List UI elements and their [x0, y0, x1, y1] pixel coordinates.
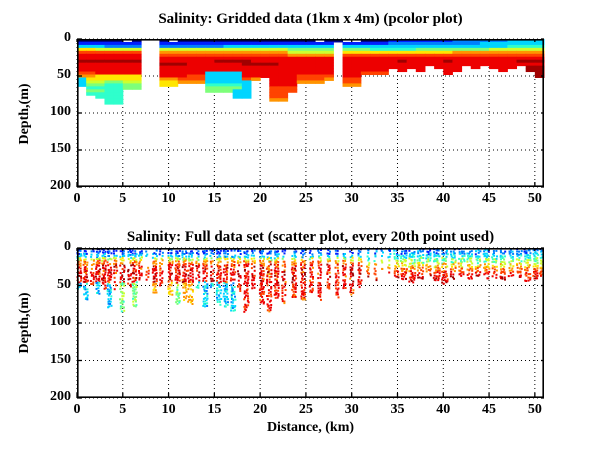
y-tick-label: 150	[50, 351, 71, 367]
x-axis-label: Distance, (km)	[266, 420, 355, 435]
scatter-y-axis-label: Depth,(m)	[17, 292, 32, 354]
y-tick-label: 50	[57, 67, 71, 82]
x-tick-label: 25	[298, 191, 313, 206]
pcolor-y-axis-label: Depth,(m)	[17, 83, 32, 145]
pcolor-plot	[76, 38, 545, 188]
x-tick-label: 5	[119, 191, 127, 206]
x-tick-label: 35	[390, 191, 405, 206]
x-tick-label: 40	[436, 402, 451, 417]
x-tick-label: 35	[390, 402, 405, 417]
scatter-plot	[76, 247, 544, 399]
y-tick-label: 0	[64, 239, 71, 254]
scatter-points	[76, 248, 544, 313]
x-tick-label: 45	[482, 402, 497, 417]
x-tick-label: 20	[253, 402, 268, 417]
axis-box	[77, 248, 544, 398]
y-tick-label: 200	[50, 389, 71, 404]
y-tick-label: 50	[57, 276, 71, 292]
pcolor-plot-title: Salinity: Gridded data (1km x 4m) (pcolo…	[158, 11, 463, 27]
y-tick-label: 100	[50, 104, 71, 119]
x-tick-label: 10	[161, 402, 176, 417]
x-tick-label: 20	[253, 191, 268, 206]
y-tick-label: 150	[50, 141, 71, 156]
x-tick-label: 30	[344, 402, 359, 417]
y-tick-label: 0	[64, 30, 71, 45]
y-tick-label: 200	[50, 178, 71, 193]
x-tick-label: 30	[344, 191, 359, 206]
x-tick-label: 40	[436, 191, 451, 206]
x-tick-label: 10	[161, 191, 176, 206]
x-tick-label: 0	[73, 402, 81, 417]
x-tick-label: 15	[207, 191, 222, 206]
x-tick-label: 0	[73, 191, 81, 206]
axis-box	[77, 39, 544, 187]
x-tick-label: 45	[482, 191, 497, 206]
pcolor-cells	[77, 39, 545, 105]
x-tick-label: 50	[527, 402, 542, 417]
scatter-plot-title: Salinity: Full data set (scatter plot, e…	[126, 229, 495, 245]
x-tick-label: 50	[527, 191, 542, 206]
y-tick-label: 100	[50, 314, 71, 329]
x-tick-label: 15	[207, 402, 222, 417]
x-tick-label: 25	[298, 402, 313, 417]
x-tick-label: 5	[119, 402, 127, 417]
